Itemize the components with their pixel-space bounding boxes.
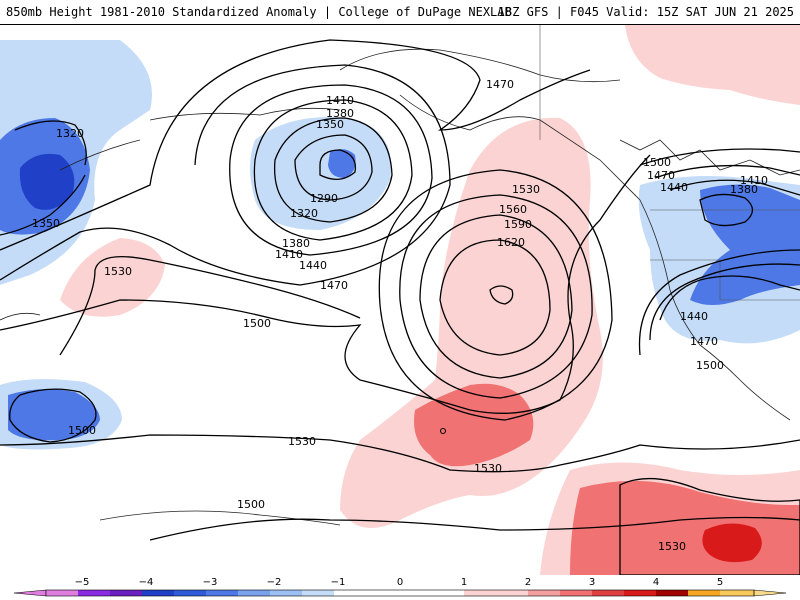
colorbar-seg-neg5 xyxy=(46,590,78,596)
colorbar-seg-pos4a xyxy=(656,590,688,596)
colorbar-seg-neg2b xyxy=(238,590,270,596)
contour-label-1530: 1530 xyxy=(474,462,502,475)
contour-label-1350: 1350 xyxy=(316,118,344,131)
shade-pos1-central xyxy=(340,117,603,529)
contour-label-1380: 1380 xyxy=(326,107,354,120)
colorbar-seg-neg2a xyxy=(206,590,238,596)
contour-label-1530: 1530 xyxy=(288,435,316,448)
contour-label-1590: 1590 xyxy=(504,218,532,231)
colorbar-tick: 2 xyxy=(525,577,531,588)
colorbar-tick: −4 xyxy=(139,577,154,588)
contour-label-1500: 1500 xyxy=(243,317,271,330)
colorbar: −5 −4 −3 −2 −1 0 1 2 3 4 5 xyxy=(0,575,800,600)
contour-label-1560: 1560 xyxy=(499,203,527,216)
colorbar-seg-zero-a xyxy=(334,590,400,596)
colorbar-seg-neg1b xyxy=(302,590,334,596)
height-contours xyxy=(0,39,800,575)
colorbar-seg-neg1a xyxy=(270,590,302,596)
colorbar-segments xyxy=(13,589,787,597)
colorbar-tick: 1 xyxy=(461,577,467,588)
colorbar-seg-neg4a xyxy=(78,590,110,596)
contour-label-1410: 1410 xyxy=(275,248,303,261)
contour-label-1410: 1410 xyxy=(740,174,768,187)
colorbar-ticks: −5 −4 −3 −2 −1 0 1 2 3 4 5 xyxy=(75,577,724,588)
shade-pos3-se xyxy=(702,523,762,563)
colorbar-seg-pos2b xyxy=(560,590,592,596)
colorbar-outline xyxy=(45,589,755,597)
colorbar-tick: −2 xyxy=(267,577,282,588)
colorbar-seg-pos1 xyxy=(464,590,528,596)
contour-label-1500: 1500 xyxy=(68,424,96,437)
colorbar-seg-neg3b xyxy=(174,590,206,596)
anomaly-shading xyxy=(0,25,800,575)
contour-label-1320: 1320 xyxy=(56,127,84,140)
colorbar-tick: 4 xyxy=(653,577,659,588)
contour-label-1530: 1530 xyxy=(512,183,540,196)
shade-neg2-east xyxy=(690,184,800,305)
colorbar-seg-pos3b xyxy=(624,590,656,596)
colorbar-seg-pos3a xyxy=(592,590,624,596)
colorbar-seg-zero-b xyxy=(400,590,464,596)
colorbar-seg-pos2a xyxy=(528,590,560,596)
colorbar-tick: 5 xyxy=(717,577,723,588)
contour-label-1350: 1350 xyxy=(32,217,60,230)
contour-label-1530: 1530 xyxy=(104,265,132,278)
contour-label-1410: 1410 xyxy=(326,94,354,107)
contour-label-1380: 1380 xyxy=(730,183,758,196)
weather-map: 1290 1320 1320 1350 1350 1380 1380 1380 … xyxy=(0,25,800,575)
contour-label-1470: 1470 xyxy=(320,279,348,292)
map-header: 850mb Height 1981-2010 Standardized Anom… xyxy=(0,0,800,25)
colorbar-tip-right xyxy=(753,589,787,597)
contour-label-1470: 1470 xyxy=(486,78,514,91)
contour-label-1440: 1440 xyxy=(680,310,708,323)
station-marker xyxy=(440,428,446,434)
shade-neg2-sw xyxy=(8,389,100,441)
contour-label-1620: 1620 xyxy=(497,236,525,249)
contour-label-1440: 1440 xyxy=(299,259,327,272)
contour-label-1500: 1500 xyxy=(696,359,724,372)
contour-label-1290: 1290 xyxy=(310,192,338,205)
map-title: 850mb Height 1981-2010 Standardized Anom… xyxy=(6,5,512,19)
shade-pos1-ne xyxy=(625,25,800,105)
colorbar-tick: −1 xyxy=(331,577,346,588)
contour-labels: 1290 1320 1320 1350 1350 1380 1380 1380 … xyxy=(32,78,768,553)
contour-label-1530: 1530 xyxy=(658,540,686,553)
contour-label-1500: 1500 xyxy=(237,498,265,511)
colorbar-seg-neg4b xyxy=(110,590,142,596)
contour-label-1500: 1500 xyxy=(643,156,671,169)
colorbar-seg-pos5 xyxy=(720,590,754,596)
shade-neg3-west xyxy=(19,153,75,210)
colorbar-seg-neg3a xyxy=(142,590,174,596)
contour-label-1470: 1470 xyxy=(690,335,718,348)
colorbar-tick: −3 xyxy=(203,577,218,588)
contour-label-1440: 1440 xyxy=(660,181,688,194)
borders xyxy=(539,25,800,301)
colorbar-tick: 0 xyxy=(397,577,403,588)
colorbar-tick: −5 xyxy=(75,577,90,588)
shade-neg2-low xyxy=(328,149,356,178)
model-run-info: 18Z GFS | F045 Valid: 15Z SAT JUN 21 202… xyxy=(497,5,794,19)
colorbar-tick: 3 xyxy=(589,577,595,588)
colorbar-tip-left xyxy=(13,589,47,597)
contour-label-1380: 1380 xyxy=(282,237,310,250)
contour-label-1320: 1320 xyxy=(290,207,318,220)
contour-label-1470: 1470 xyxy=(647,169,675,182)
colorbar-seg-pos4b xyxy=(688,590,720,596)
